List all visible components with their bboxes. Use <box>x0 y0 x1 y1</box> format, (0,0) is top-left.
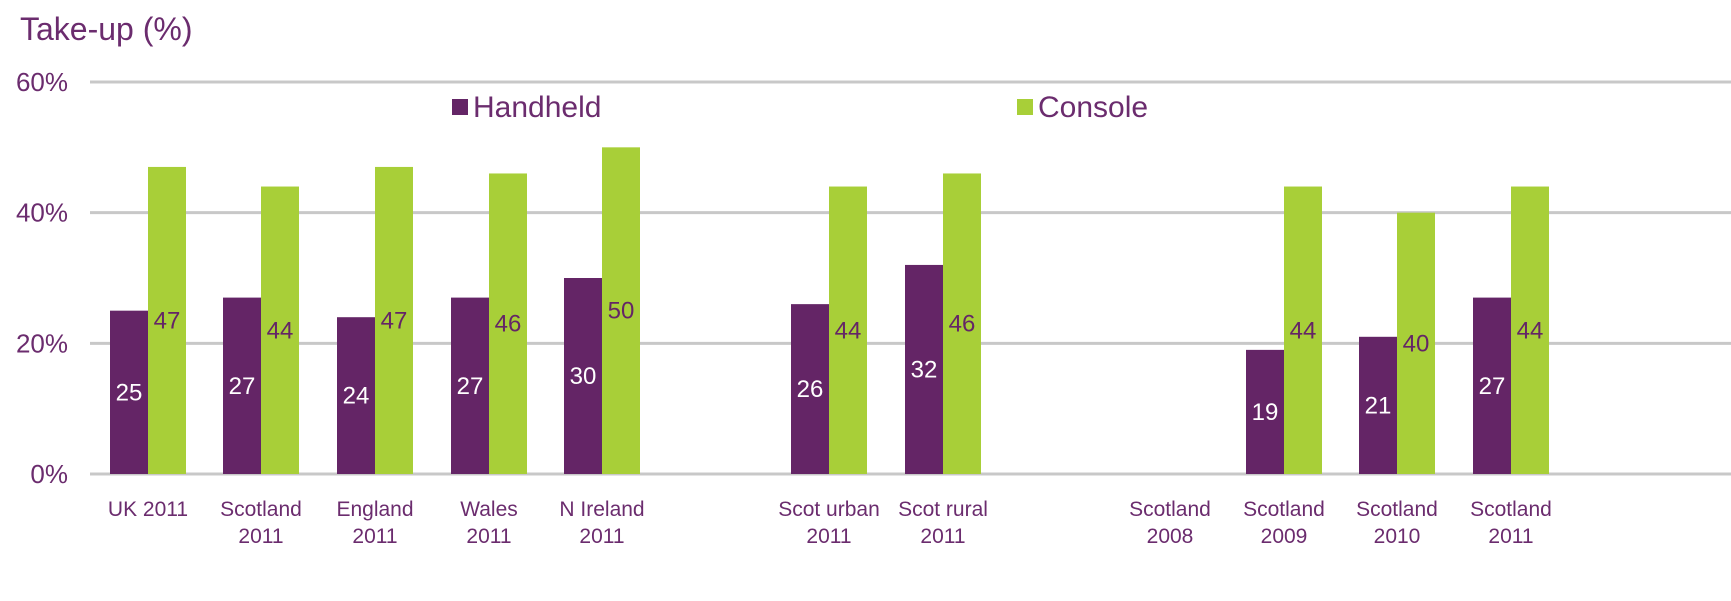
x-tick-label: Scotland <box>1129 498 1211 521</box>
x-tick-label: 2011 <box>466 525 511 548</box>
bar <box>261 186 299 475</box>
data-label: 40 <box>1403 330 1430 357</box>
data-label: 25 <box>116 379 143 406</box>
bar <box>223 297 261 474</box>
bar <box>1359 336 1397 474</box>
data-label: 44 <box>835 317 862 344</box>
bar <box>564 278 602 474</box>
legend-label: Handheld <box>473 91 601 124</box>
data-label: 27 <box>457 373 484 400</box>
bar <box>110 310 148 474</box>
legend-swatch <box>1017 99 1033 115</box>
data-label: 24 <box>343 383 370 410</box>
x-tick-label: N Ireland <box>559 498 644 521</box>
legend-label: Console <box>1038 91 1148 124</box>
y-tick-label: 60% <box>16 67 68 97</box>
y-tick-label: 40% <box>16 198 68 228</box>
x-tick-label: 2011 <box>920 525 965 548</box>
bar <box>602 147 640 475</box>
x-tick-label: Scotland <box>1470 498 1552 521</box>
bar <box>1511 186 1549 475</box>
data-label: 44 <box>1517 317 1544 344</box>
bar <box>489 173 527 474</box>
x-tick-label: 2011 <box>352 525 397 548</box>
bar <box>943 173 981 474</box>
bars <box>110 147 1549 475</box>
y-axis-title: Take-up (%) <box>20 11 193 47</box>
x-tick-label: Scot rural <box>898 498 988 521</box>
data-label: 27 <box>229 373 256 400</box>
bar <box>148 166 186 474</box>
data-label: 30 <box>570 363 597 390</box>
x-tick-label: Scotland <box>1356 498 1438 521</box>
x-tick-label: Scotland <box>1243 498 1325 521</box>
x-tick-label: Scotland <box>220 498 302 521</box>
bar <box>829 186 867 475</box>
x-tick-label: 2009 <box>1261 525 1308 548</box>
bar <box>451 297 489 474</box>
data-label: 44 <box>1290 317 1317 344</box>
x-tick-label: 2011 <box>579 525 624 548</box>
x-tick-label: UK 2011 <box>108 498 188 521</box>
data-label: 26 <box>797 376 824 403</box>
x-tick-label: 2011 <box>238 525 283 548</box>
legend: Handheld Console <box>452 91 1148 124</box>
x-tick-label: 2008 <box>1147 525 1194 548</box>
bar <box>1397 212 1435 474</box>
x-axis-ticks: UK 2011 Scotland 2011 England 2011 Wales 2011 N… <box>108 498 1552 548</box>
x-tick-label: Scot urban <box>778 498 880 521</box>
data-label: 27 <box>1479 373 1506 400</box>
data-label: 44 <box>267 317 294 344</box>
bar <box>905 264 943 474</box>
data-label: 47 <box>154 307 181 334</box>
bar <box>791 304 829 474</box>
data-label: 46 <box>495 311 522 338</box>
x-tick-label: Wales <box>460 498 518 521</box>
bar <box>1473 297 1511 474</box>
x-tick-label: 2011 <box>1488 525 1533 548</box>
y-tick-label: 20% <box>16 328 68 358</box>
bar <box>1284 186 1322 475</box>
data-label: 47 <box>381 307 408 334</box>
x-tick-label: England <box>336 498 413 521</box>
x-tick-label: 2010 <box>1374 525 1421 548</box>
y-axis-ticks: 0% 20% 40% 60% <box>16 67 68 489</box>
data-label: 19 <box>1252 399 1279 426</box>
data-label: 46 <box>949 311 976 338</box>
bar <box>375 166 413 474</box>
y-tick-label: 0% <box>30 459 68 489</box>
data-labels: 25 47 27 44 24 47 27 46 30 50 26 44 32 46 19 44 21 40 27 44 <box>116 298 1544 426</box>
data-label: 21 <box>1365 392 1392 419</box>
data-label: 50 <box>608 298 635 325</box>
legend-swatch <box>452 99 468 115</box>
x-tick-label: 2011 <box>806 525 851 548</box>
bar <box>1246 349 1284 474</box>
bar <box>337 317 375 474</box>
data-label: 32 <box>911 356 938 383</box>
